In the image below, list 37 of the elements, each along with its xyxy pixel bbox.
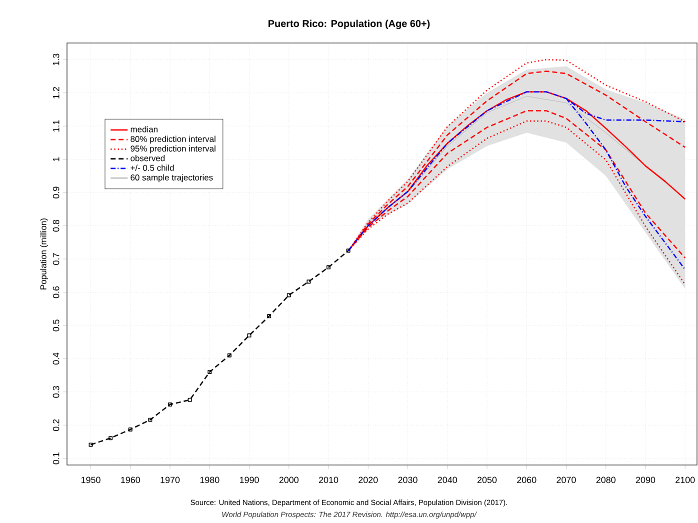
y-tick-label: 1.1 <box>53 120 60 132</box>
y-tick-label: 0.3 <box>52 386 60 398</box>
y-tick-label: 0.8 <box>52 220 60 232</box>
y-tick-label: 1 <box>53 157 60 162</box>
y-tick-label: 0.2 <box>52 419 60 432</box>
legend-label: observed <box>130 154 165 162</box>
legend-label: 80% prediction interval <box>130 136 216 144</box>
x-tick-label: 2070 <box>556 476 576 484</box>
x-tick-label: 1970 <box>160 476 180 484</box>
chart-title: Puerto Rico: Population (Age 60+) <box>268 20 430 30</box>
x-tick-label: 2020 <box>358 476 378 484</box>
y-tick-label: 0.1 <box>52 452 60 464</box>
y-tick-label: 0.4 <box>52 352 60 365</box>
legend-label: median <box>130 126 158 132</box>
legend-label: 60 sample trajectories <box>130 174 213 182</box>
y-tick-label: 1.2 <box>52 87 60 98</box>
y-tick-label: 0.6 <box>52 286 60 298</box>
legend-label: 95% prediction interval <box>130 145 216 154</box>
x-tick-label: 1990 <box>240 476 259 484</box>
x-tick-label: 2080 <box>596 476 616 484</box>
legend-label: +/- 0.5 child <box>130 164 174 171</box>
x-tick-label: 2050 <box>477 476 497 484</box>
x-tick-label: 2000 <box>279 476 299 484</box>
x-tick-label: 2100 <box>676 476 695 484</box>
x-tick-label: 1980 <box>200 476 220 484</box>
x-tick-label: 2040 <box>438 476 458 484</box>
x-tick-label: 2010 <box>318 476 338 484</box>
y-tick-label: 0.7 <box>52 253 60 265</box>
y-tick-label: 1.3 <box>52 54 60 66</box>
x-tick-label: 1960 <box>121 476 140 484</box>
x-tick-label: 2060 <box>517 476 536 484</box>
x-tick-label: 2090 <box>636 476 656 484</box>
y-tick-label: 0.9 <box>52 186 60 198</box>
x-tick-label: 1950 <box>81 476 100 484</box>
x-tick-label: 2030 <box>398 476 418 484</box>
y-axis-title: Population (million) <box>40 218 48 290</box>
y-tick-label: 0.5 <box>52 320 60 332</box>
